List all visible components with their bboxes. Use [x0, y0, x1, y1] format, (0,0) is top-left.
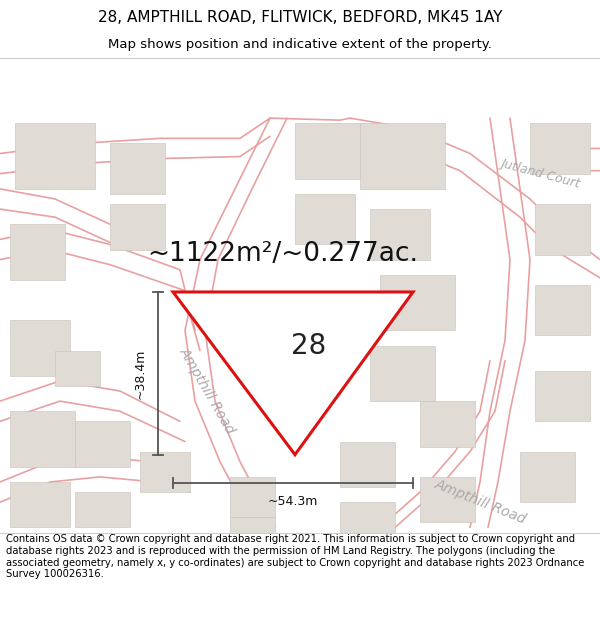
- Bar: [55, 351, 100, 386]
- Bar: [10, 411, 75, 467]
- Bar: [520, 452, 575, 502]
- Bar: [340, 502, 395, 548]
- Bar: [370, 209, 430, 259]
- Text: Ampthill Road: Ampthill Road: [432, 478, 528, 527]
- Bar: [420, 477, 475, 522]
- Bar: [230, 518, 275, 532]
- Text: ~38.4m: ~38.4m: [133, 348, 146, 399]
- Text: Ampthill Road: Ampthill Road: [176, 346, 238, 437]
- Bar: [530, 123, 590, 174]
- Bar: [340, 441, 395, 487]
- Text: Contains OS data © Crown copyright and database right 2021. This information is : Contains OS data © Crown copyright and d…: [6, 534, 584, 579]
- Bar: [75, 421, 130, 467]
- Bar: [10, 320, 70, 376]
- Text: 28: 28: [291, 332, 326, 360]
- Text: Jutland Court: Jutland Court: [499, 157, 581, 191]
- Bar: [110, 204, 165, 249]
- Bar: [110, 143, 165, 194]
- Bar: [75, 492, 130, 528]
- Bar: [295, 194, 355, 244]
- Bar: [10, 224, 65, 280]
- Bar: [10, 482, 70, 528]
- Bar: [380, 275, 455, 331]
- Bar: [140, 452, 190, 492]
- Bar: [295, 123, 365, 179]
- Polygon shape: [173, 292, 413, 454]
- Bar: [370, 346, 435, 401]
- Text: ~54.3m: ~54.3m: [268, 494, 318, 508]
- Bar: [360, 123, 445, 189]
- Bar: [15, 123, 95, 189]
- Bar: [535, 371, 590, 421]
- Text: ~1122m²/~0.277ac.: ~1122m²/~0.277ac.: [148, 241, 419, 267]
- Bar: [230, 477, 275, 518]
- Bar: [535, 285, 590, 336]
- Bar: [535, 204, 590, 254]
- Bar: [420, 401, 475, 447]
- Text: Map shows position and indicative extent of the property.: Map shows position and indicative extent…: [108, 38, 492, 51]
- Text: 28, AMPTHILL ROAD, FLITWICK, BEDFORD, MK45 1AY: 28, AMPTHILL ROAD, FLITWICK, BEDFORD, MK…: [98, 10, 502, 25]
